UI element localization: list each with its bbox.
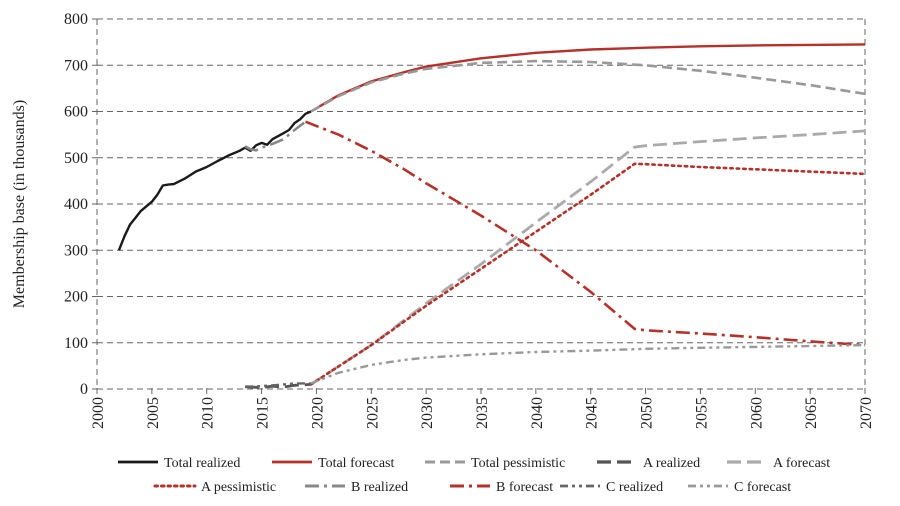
y-tick-label: 800 bbox=[64, 11, 88, 28]
legend-label: Total forecast bbox=[318, 456, 394, 471]
series-line-total-realized bbox=[117, 110, 312, 251]
legend-item: A pessimistic bbox=[153, 480, 276, 495]
legend-item: Total pessimistic bbox=[425, 456, 565, 471]
x-tick-label: 2040 bbox=[529, 397, 546, 429]
y-tick-label: 0 bbox=[80, 381, 88, 398]
x-tick-label: 2020 bbox=[309, 397, 326, 429]
legend: Total realized Total forecast Total pessim… bbox=[118, 456, 830, 495]
x-tick-label: 2045 bbox=[584, 397, 601, 429]
series-line-b-forecast bbox=[305, 120, 866, 347]
legend-label: B realized bbox=[351, 480, 408, 495]
series-line-total-pessimistic bbox=[310, 59, 866, 113]
y-tick-label: 100 bbox=[64, 335, 88, 352]
legend-item: C forecast bbox=[688, 480, 791, 495]
y-tick-label: 700 bbox=[64, 57, 88, 74]
x-tick-label: 2030 bbox=[419, 397, 436, 429]
legend-label: Total pessimistic bbox=[471, 456, 565, 471]
x-tick-label: 2060 bbox=[748, 397, 765, 429]
legend-label: C realized bbox=[606, 480, 663, 495]
x-tick-label: 2065 bbox=[803, 397, 820, 429]
y-axis-title: Membership base (in thousands) bbox=[11, 100, 28, 308]
series-line-c-forecast bbox=[310, 343, 866, 385]
series-line-a-forecast bbox=[310, 129, 866, 386]
series-line-a-pessimistic bbox=[309, 162, 867, 386]
x-tick-label: 2005 bbox=[145, 397, 162, 429]
legend-item: Total forecast bbox=[272, 456, 394, 471]
legend-label: C forecast bbox=[734, 480, 791, 495]
x-tick-label: 2015 bbox=[255, 397, 272, 429]
series-line-total-forecast bbox=[310, 43, 866, 113]
legend-label: A realized bbox=[643, 456, 700, 471]
x-tick-labels: 2000 2005 2010 2015 2020 2025 2030 2035 2040 2045… bbox=[90, 397, 875, 429]
legend-item: A forecast bbox=[727, 456, 830, 471]
x-tick-label: 2000 bbox=[90, 397, 107, 429]
series-line-b-realized bbox=[244, 120, 307, 152]
y-tick-labels: 0 100 200 300 400 500 600 700 800 bbox=[64, 11, 88, 398]
x-tick-label: 2070 bbox=[858, 397, 875, 429]
x-tick-label: 2035 bbox=[474, 397, 491, 429]
x-tick-label: 2025 bbox=[364, 397, 381, 429]
legend-item: B forecast bbox=[450, 480, 553, 495]
y-tick-label: 500 bbox=[64, 150, 88, 167]
legend-label: A pessimistic bbox=[201, 480, 276, 495]
legend-item: Total realized bbox=[118, 456, 240, 471]
series-lines bbox=[117, 43, 867, 390]
x-tick-label: 2010 bbox=[200, 397, 217, 429]
x-tick-label: 2050 bbox=[639, 397, 656, 429]
legend-label: A forecast bbox=[773, 456, 830, 471]
y-tick-label: 300 bbox=[64, 242, 88, 259]
x-tick-label: 2055 bbox=[693, 397, 710, 429]
axes bbox=[92, 18, 866, 394]
y-tick-label: 200 bbox=[64, 289, 88, 306]
y-tick-label: 600 bbox=[64, 104, 88, 121]
grid-lines bbox=[97, 18, 865, 390]
y-tick-label: 400 bbox=[64, 196, 88, 213]
series-line-c-realized bbox=[245, 382, 311, 388]
legend-label: Total realized bbox=[164, 456, 240, 471]
legend-item: C realized bbox=[560, 480, 663, 495]
legend-item: B realized bbox=[305, 480, 408, 495]
legend-label: B forecast bbox=[496, 480, 553, 495]
legend-item: A realized bbox=[597, 456, 700, 471]
